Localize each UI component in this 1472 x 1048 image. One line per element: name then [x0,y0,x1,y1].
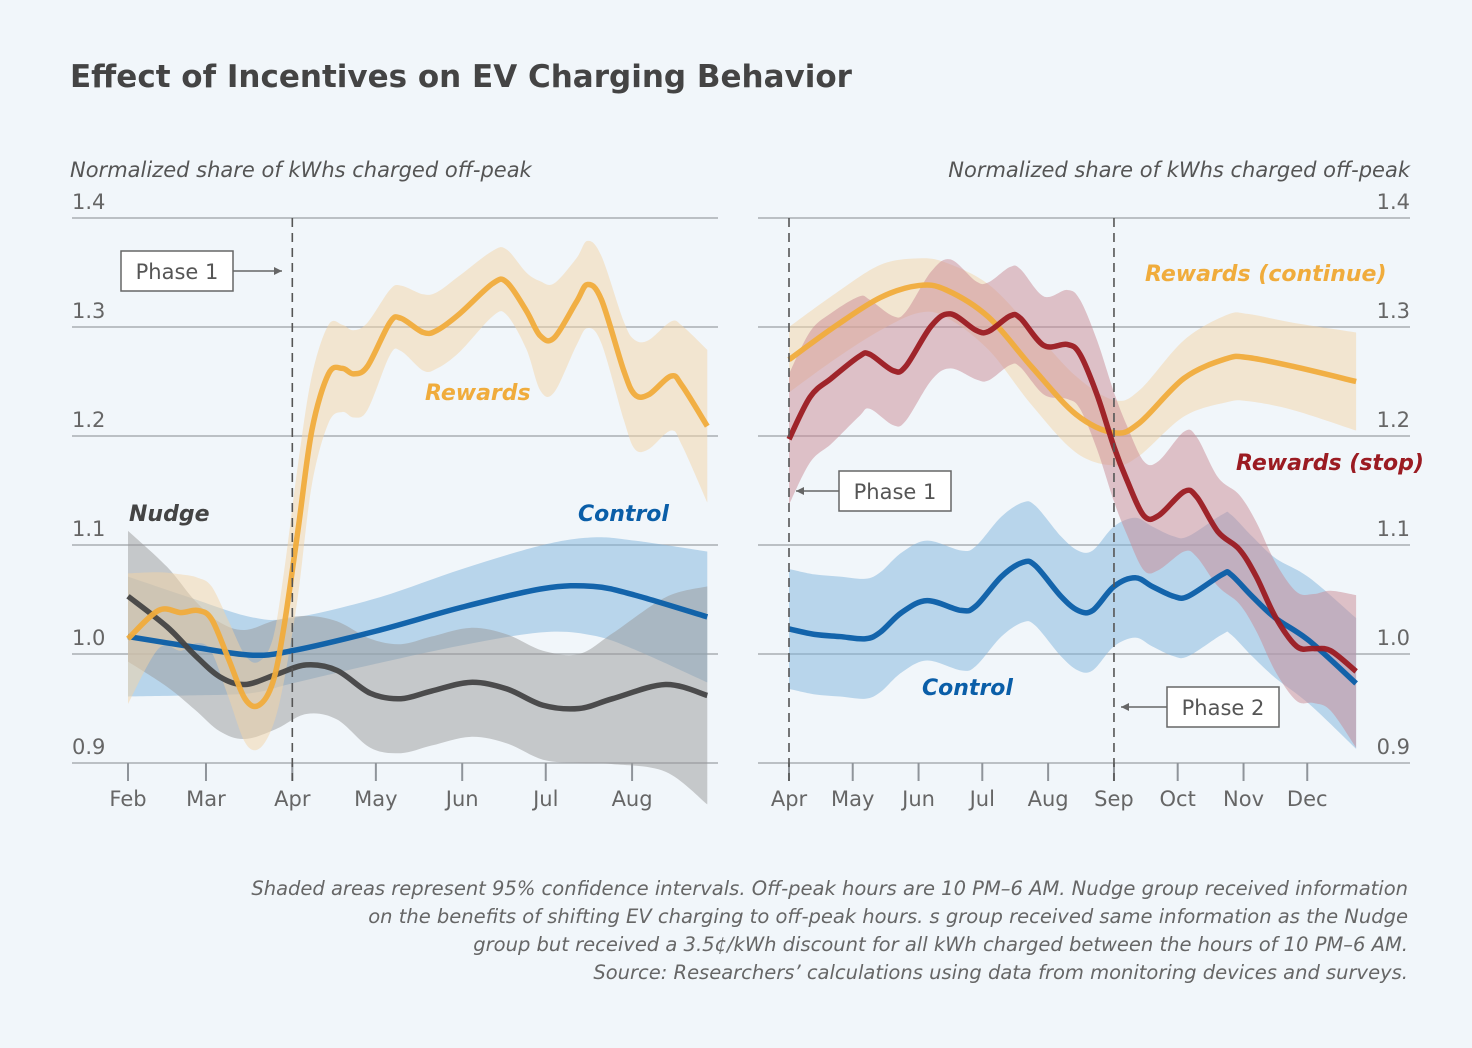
x-tick-label: Jul [968,787,995,811]
x-tick-label: Aug [1028,787,1069,811]
series-label: Control [922,676,1013,701]
x-tick-label: Sep [1094,787,1134,811]
confidence-band-nudge [128,530,708,805]
series-label: Rewards [425,381,531,406]
arrow-head-icon [274,267,282,275]
x-tick-label: Apr [274,787,311,811]
y-tick-label: 1.2 [1377,408,1410,432]
y-tick-label: 1.2 [72,408,105,432]
right-chart: 0.9 1.0 1.1 1.2 1.3 1.4 Apr May Jun Jul Aug Sep Oct N… [758,190,1424,811]
phase-annotation-box [1166,686,1280,728]
x-tick-label: Jul [531,787,558,811]
confidence-band-rewards [128,240,708,751]
y-tick-label: 1.3 [72,299,105,323]
y-tick-label: 1.4 [72,190,105,214]
y-tick-label: 1.1 [72,517,105,541]
x-tick-label: May [831,787,874,811]
x-tick-label: Dec [1287,787,1328,811]
arrow-head-icon [1121,703,1129,711]
phase-annotation-box [838,470,952,512]
x-tick-label: Jun [444,787,479,811]
y-tick-label: 0.9 [72,735,105,759]
phase-annotation-box [120,250,234,292]
y-tick-label: 1.4 [1377,190,1410,214]
chart-title: Effect of Incentives on EV Charging Beha… [70,59,853,95]
x-tick-label: Jun [900,787,935,811]
left-chart: 0.9 1.0 1.1 1.2 1.3 1.4 Feb Mar Apr May Jun Jul Aug P… [72,190,718,811]
phase-annotation-label: Phase 1 [854,480,937,504]
phase-annotation-label: Phase 2 [1182,696,1265,720]
series-line-rewards-continue- [787,282,1357,436]
series-line-control [788,558,1358,686]
series-label: Nudge [129,502,210,527]
y-tick-label: 1.0 [1377,626,1410,650]
footnote: Shaded areas represent 95% confidence in… [251,877,1408,984]
footnote-line: group but received a 3.5¢/kWh discount f… [473,933,1408,956]
x-tick-label: Aug [612,787,653,811]
y-tick-label: 1.1 [1377,517,1410,541]
right-y-axis-label: Normalized share of kWhs charged off-pea… [948,158,1411,182]
y-tick-label: 0.9 [1377,735,1410,759]
left-y-axis-label: Normalized share of kWhs charged off-pea… [70,158,533,182]
footnote-line: Shaded areas represent 95% confidence in… [251,877,1408,900]
phase-annotation-label: Phase 1 [136,260,219,284]
y-tick-label: 1.3 [1377,299,1410,323]
x-tick-label: Oct [1160,787,1196,811]
series-label: Rewards (stop) [1236,451,1424,476]
series-line-control [127,582,709,659]
footnote-line: on the benefits of shifting EV charging … [368,905,1408,928]
series-line-rewards-stop- [786,311,1358,674]
series-label: Rewards (continue) [1145,262,1387,287]
arrow-head-icon [796,487,804,495]
y-tick-label: 1.0 [72,626,105,650]
series-line-nudge [126,594,709,712]
confidence-band-rewards-stop- [789,259,1357,748]
x-tick-label: Nov [1223,787,1264,811]
x-tick-label: Apr [771,787,808,811]
x-tick-label: Feb [109,787,146,811]
series-line-rewards [126,276,710,710]
x-tick-label: Mar [186,787,226,811]
footnote-line: Source: Researchers’ calculations using … [593,961,1408,984]
series-label: Control [578,502,669,527]
x-tick-label: May [354,787,397,811]
